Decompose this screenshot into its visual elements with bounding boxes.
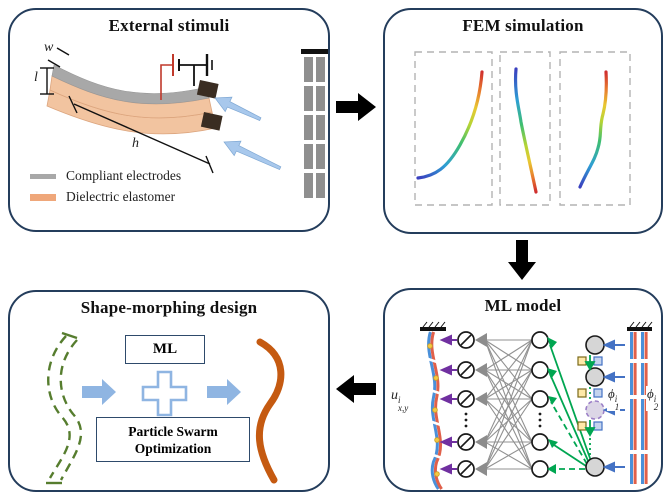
fem-curve-2 (513, 67, 538, 194)
flow-arrow-down-icon (508, 240, 536, 280)
mesh-arrowheads (475, 333, 487, 476)
u-displacement-label: u i x,y (391, 388, 409, 413)
dim-label-h: h (132, 136, 139, 151)
target-shape-dashed-curve (46, 331, 83, 485)
panel-ml-model: ML model (383, 288, 663, 492)
panel-fem-simulation: FEM simulation (383, 8, 663, 234)
flow-arrow-left (82, 379, 116, 405)
displacement-beam (420, 321, 446, 490)
dim-label-w: w (44, 40, 54, 55)
electrode-tab-top (196, 80, 219, 99)
stimulus-arrow-top (214, 96, 262, 121)
neural-network-illustration (420, 321, 653, 490)
shape-morphing-illustration (46, 331, 285, 485)
network-connections (484, 339, 533, 470)
pso-label-line1: Particle Swarm (128, 423, 218, 439)
panel-external-stimuli: External stimuli (8, 8, 330, 232)
legend-swatch-orange (30, 193, 56, 201)
parameter-nodes (585, 335, 605, 477)
parameter-chain-arrows (584, 355, 596, 456)
electrode-tab-bottom (200, 112, 223, 131)
parameter-squares (577, 356, 603, 431)
morphed-shape-curve (255, 338, 285, 484)
ml-box: ML (125, 335, 205, 364)
fem-curves-illustration (414, 51, 631, 206)
output-arrows-purple (439, 334, 457, 475)
panel-title-ml-model: ML model (484, 296, 562, 315)
pso-label-line2: Optimization (134, 440, 212, 456)
green-arrowheads (547, 337, 558, 474)
legend-label-electrodes: Compliant electrodes (66, 168, 182, 183)
segment-stack (301, 49, 328, 198)
legend-item-electrodes: Compliant electrodes (30, 168, 181, 184)
hidden-nodes (531, 331, 549, 478)
fem-curve-3 (578, 70, 608, 189)
ml-box-label: ML (152, 341, 178, 357)
actuator-illustration (40, 47, 328, 198)
activation-nodes (457, 331, 475, 478)
fem-frame-1 (414, 51, 493, 206)
green-input-arrows (549, 344, 592, 470)
legend-item-elastomer: Dielectric elastomer (30, 189, 175, 205)
panel-shape-morphing: Shape-morphing design ML Particle Swarm … (8, 290, 330, 492)
fem-frame-3 (559, 51, 631, 206)
flow-arrow-right-icon (336, 93, 376, 121)
pso-box: Particle Swarm Optimization (96, 417, 250, 462)
flow-arrow-left-icon (336, 375, 376, 403)
legend-label-elastomer: Dielectric elastomer (66, 189, 176, 204)
panel-title-shape-morphing: Shape-morphing design (80, 298, 258, 317)
flow-arrow-right (207, 379, 241, 405)
legend-swatch-gray (30, 173, 56, 179)
fem-frame-2 (499, 51, 551, 206)
plus-icon (141, 370, 188, 417)
dimension-marks (40, 47, 214, 174)
panel-title-external-stimuli: External stimuli (108, 16, 230, 35)
panel-title-fem-simulation: FEM simulation (462, 16, 584, 35)
stimulus-arrow-bottom (223, 140, 282, 171)
fem-curve-1 (416, 70, 484, 180)
dim-label-l: l (34, 70, 38, 85)
voltage-circuit (160, 54, 213, 100)
